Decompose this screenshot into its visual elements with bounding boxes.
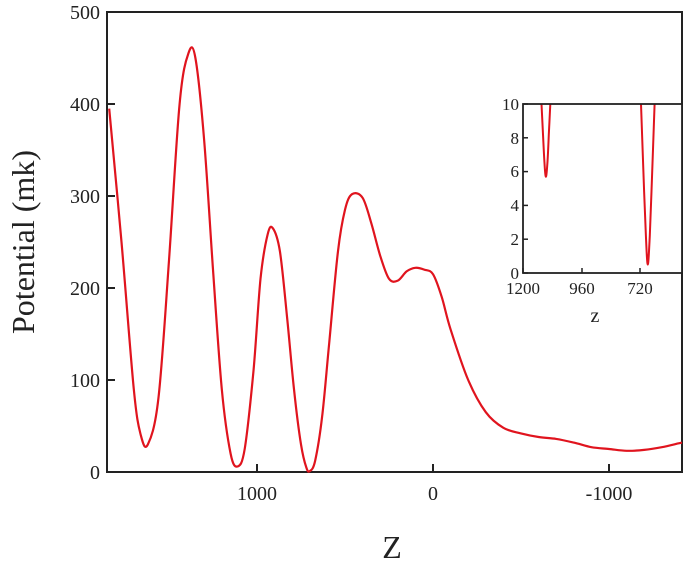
y-tick-label: 500 [70, 2, 100, 24]
inset-x-tick-label: 1200 [506, 279, 540, 298]
y-tick-label: 100 [70, 370, 100, 392]
x-axis-title: Z [382, 529, 402, 565]
inset-y-tick-label: 8 [511, 129, 520, 148]
y-tick-label: 200 [70, 278, 100, 300]
y-axis-tick-labels: 0 100 200 300 400 500 [70, 2, 100, 484]
inset-y-tick-label: 4 [511, 196, 520, 215]
y-tick-label: 300 [70, 186, 100, 208]
inset-x-tick-label: 960 [569, 279, 595, 298]
inset-plot: 0 2 4 6 8 10 1200 960 720 z [502, 95, 683, 327]
inset-y-tick-label: 0 [511, 264, 520, 283]
inset-x-axis-title: z [591, 305, 600, 327]
x-tick-label: 0 [428, 483, 438, 505]
y-tick-label: 400 [70, 94, 100, 116]
x-axis-tick-labels: 1000 0 -1000 [237, 483, 632, 505]
inset-y-tick-label: 10 [502, 95, 519, 114]
y-tick-label: 0 [90, 462, 100, 484]
inset-y-axis-ticks [523, 103, 528, 274]
y-axis-title: Potential (mk) [5, 150, 41, 334]
y-axis-ticks [107, 11, 115, 473]
inset-plot-frame [522, 103, 683, 274]
inset-x-axis-ticks [522, 268, 641, 273]
inset-curve-minimum-1 [540, 104, 552, 178]
inset-y-tick-label: 2 [511, 230, 520, 249]
inset-y-axis-tick-labels: 0 2 4 6 8 10 [502, 95, 520, 283]
main-plot: 0 100 200 300 400 500 1000 0 -1000 Z Pot… [5, 2, 683, 565]
inset-x-axis-tick-labels: 1200 960 720 [506, 279, 653, 298]
x-tick-label: -1000 [586, 483, 633, 505]
inset-x-tick-label: 720 [627, 279, 653, 298]
x-axis-ticks [256, 464, 610, 472]
x-tick-label: 1000 [237, 483, 277, 505]
inset-y-tick-label: 6 [511, 162, 520, 181]
inset-curve-minimum-2 [640, 104, 656, 266]
potential-curve [108, 46, 683, 473]
